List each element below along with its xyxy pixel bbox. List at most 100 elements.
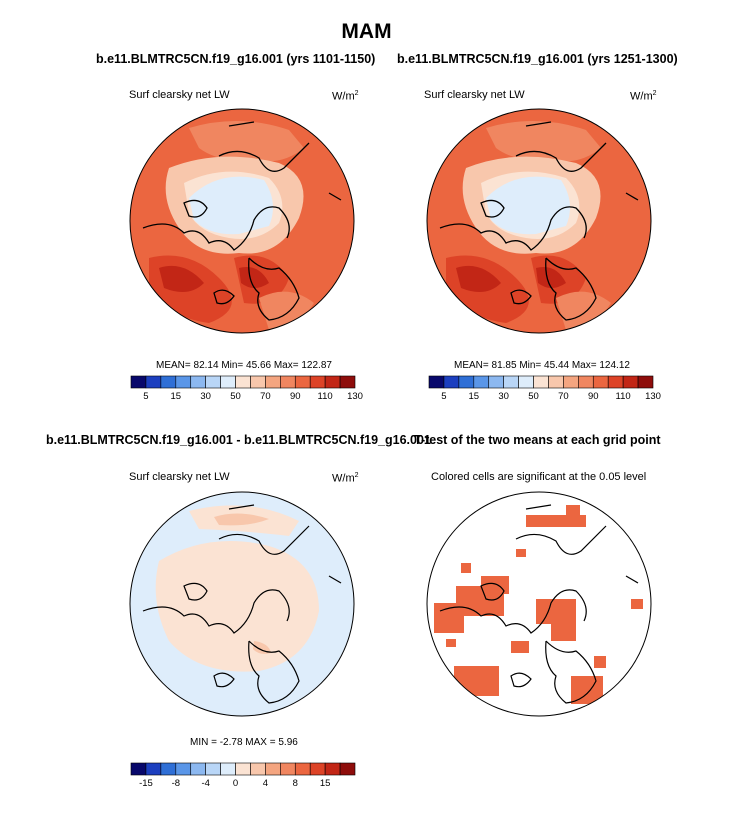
panel-3-stats: MIN = -2.78 MAX = 5.96 [190,737,298,748]
colorbar-tick-label: 110 [318,391,333,402]
field-contour [536,267,566,288]
field-contour [189,120,304,162]
colorbar-tick-label: 110 [616,391,631,402]
map-boundary [426,108,652,334]
colorbar-swatch [160,762,177,776]
colorbar-swatch [220,375,236,389]
panel-2-units: W/m2 [630,90,657,103]
colorbar-swatch [265,762,281,776]
colorbar-swatch [324,762,341,776]
colorbar-tick-label: -15 [139,778,153,789]
colorbar-swatch [563,375,579,389]
significant-cell [446,639,456,647]
colorbar-tick-label: 130 [645,391,661,402]
significant-cell [454,666,499,696]
colorbar-swatch [145,375,162,389]
significant-cell [631,599,643,609]
panel-3-field-label: Surf clearsky net LW [129,471,230,483]
significant-cell [461,563,471,573]
colorbar-tick-label: 90 [588,391,599,402]
field-contour [486,120,601,162]
colorbar-swatch [518,375,534,389]
colorbar-swatch [190,762,206,776]
panel-2-stats: MEAN= 81.85 Min= 45.44 Max= 124.12 [454,360,630,371]
panel-4-title: T-test of the two means at each grid poi… [414,433,661,447]
colorbar-swatch [488,375,504,389]
panel-3-polar-map [129,491,355,717]
panel-2-units-base: W/m [630,90,653,103]
colorbar-swatch [309,762,326,776]
field-contour [214,513,269,526]
significant-cell [516,549,526,557]
colorbar-swatch [309,375,326,389]
coastlines [142,121,342,321]
colorbar-swatch [592,375,609,389]
colorbar-tick-label: 70 [558,391,569,402]
field-contour [253,641,271,654]
colorbar-tick-label: 30 [498,391,509,402]
panel-1-stats: MEAN= 82.14 Min= 45.66 Max= 122.87 [156,360,332,371]
map-boundary [426,491,652,717]
colorbar-swatch [190,375,206,389]
colorbar-tick-label: 8 [293,778,298,789]
map-boundary [129,108,355,334]
colorbar-tick-label: 70 [260,391,271,402]
coastlines [142,504,342,704]
panel-1-units-base: W/m [332,90,355,103]
colorbar-swatch [205,762,221,776]
colorbar-tick-label: 50 [230,391,241,402]
field-contour [155,541,319,672]
colorbar-swatch [339,762,356,776]
colorbar-swatch [205,375,221,389]
field-contour [239,267,269,288]
colorbar-swatch [607,375,624,389]
colorbar-swatch [339,375,356,389]
colorbar-tick-label: 15 [469,391,480,402]
colorbar-swatch [622,375,639,389]
panel-2-units-exponent: 2 [652,90,657,97]
colorbar-swatch [294,375,311,389]
colorbar-tick-label: 0 [233,778,238,789]
colorbar-tick-label: 50 [528,391,539,402]
colorbar-swatch [443,375,460,389]
panel-3-title: b.e11.BLMTRC5CN.f19_g16.001 - b.e11.BLMT… [46,433,431,447]
colorbar-swatch [175,375,192,389]
panel-1-title: b.e11.BLMTRC5CN.f19_g16.001 (yrs 1101-11… [96,52,376,66]
map-boundary [129,491,355,717]
panel-3-colorbar: -15 -8 -4 0 4 8 15 [130,762,356,789]
significant-cell [551,621,576,641]
panel-1-units-exponent: 2 [354,90,359,97]
panel-3-units-base: W/m [332,472,355,485]
field-contour [486,176,570,235]
significant-cell [571,676,603,704]
colorbar-swatch [220,762,236,776]
panel-3-units-exponent: 2 [354,472,359,479]
colorbar-tick-label: -8 [172,778,180,789]
significant-cell [566,505,580,515]
colorbar-swatch [637,375,654,389]
panel-2-colorbar: 5 15 30 50 70 90 110 130 [428,375,661,402]
colorbar-tick-label: 90 [290,391,301,402]
significant-cell [481,576,509,594]
significant-cell [536,599,576,624]
page-title: MAM [341,20,392,43]
panel-2-field-label: Surf clearsky net LW [424,89,525,101]
colorbar-swatch [130,762,147,776]
colorbar-swatch [280,375,296,389]
field-contour [259,291,314,330]
colorbar-tick-label: 5 [143,391,148,402]
colorbar-tick-label: -4 [201,778,209,789]
colorbar-swatch [235,762,251,776]
panel-1-polar-map [129,108,355,334]
colorbar-tick-label: 5 [441,391,446,402]
panel-2-polar-map [426,108,652,334]
colorbar-swatch [533,375,549,389]
panel-3-units: W/m2 [332,472,359,485]
colorbar-swatch [458,375,475,389]
colorbar-swatch [428,375,445,389]
colorbar-swatch [473,375,490,389]
colorbar-tick-label: 130 [347,391,363,402]
field-contour [189,176,273,235]
colorbar-swatch [265,375,281,389]
panel-1-colorbar: 5 15 30 50 70 90 110 130 [130,375,363,402]
